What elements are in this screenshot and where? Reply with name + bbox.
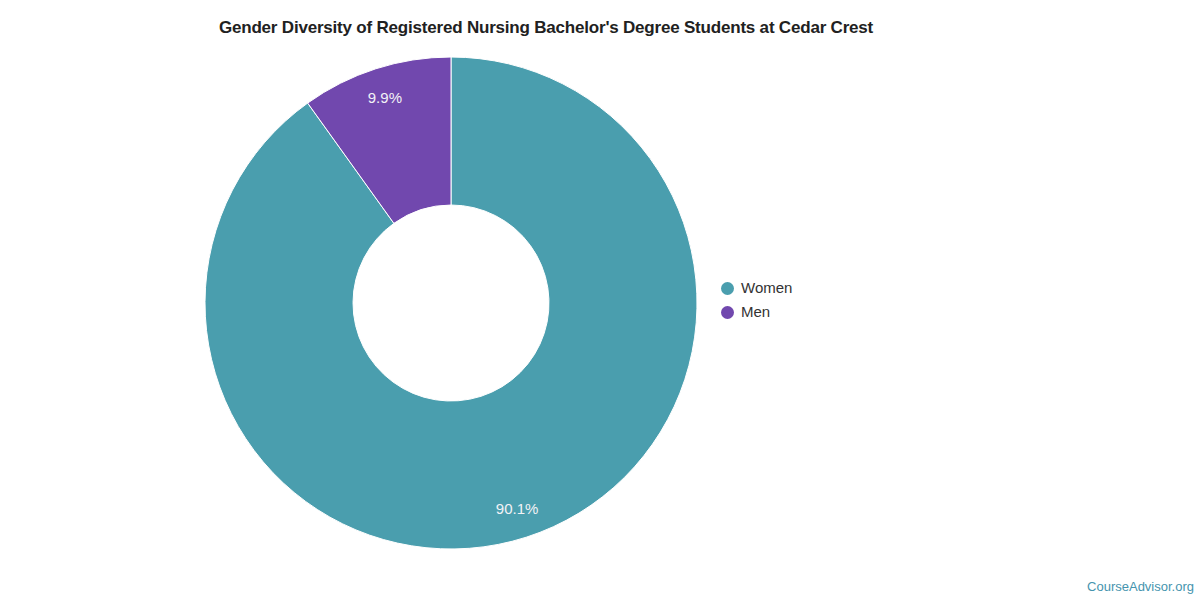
slice-data-label-women: 90.1%	[496, 500, 539, 517]
legend: WomenMen	[721, 277, 792, 323]
legend-marker-icon	[721, 306, 734, 319]
chart-container: Gender Diversity of Registered Nursing B…	[0, 0, 1200, 600]
legend-label: Men	[741, 301, 770, 323]
slice-data-label-men: 9.9%	[368, 89, 402, 106]
legend-label: Women	[741, 277, 792, 299]
legend-item-women[interactable]: Women	[721, 277, 792, 299]
watermark-link[interactable]: CourseAdvisor.org	[1087, 579, 1194, 594]
legend-item-men[interactable]: Men	[721, 301, 792, 323]
donut-chart: 90.1% 9.9%	[0, 0, 1200, 600]
legend-marker-icon	[721, 282, 734, 295]
